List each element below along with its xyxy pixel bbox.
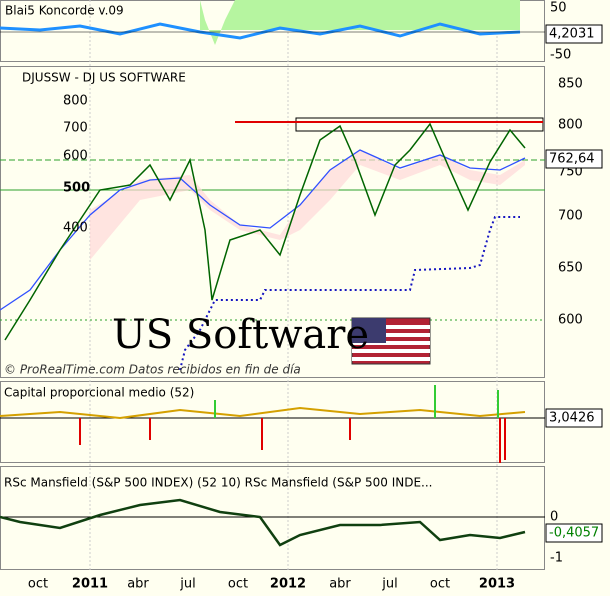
time-label: abr [127, 577, 149, 592]
watermark: US Software [112, 312, 369, 358]
axis-label: -50 [550, 48, 571, 63]
axis-label: 850 [558, 77, 583, 92]
inset-label: 600 [63, 149, 88, 164]
flag-stripes [352, 325, 430, 361]
time-grid [89, 0, 498, 570]
stop-line [179, 216, 520, 371]
last-value: 4,2031 [549, 27, 595, 42]
time-label: oct [228, 577, 248, 592]
capital-line [0, 406, 526, 420]
axis-label: 600 [558, 313, 583, 328]
time-label: 2011 [72, 577, 108, 592]
panel-frame [0, 381, 545, 463]
mansfield-line [0, 498, 526, 547]
last-value: -0,4057 [549, 526, 599, 541]
price-line [4, 122, 526, 341]
time-label: jul [179, 577, 195, 592]
time-label: abr [329, 577, 351, 592]
value-box [545, 408, 603, 428]
panel-title: Capital proporcional medio (52) [4, 386, 194, 400]
time-label: oct [28, 577, 48, 592]
value-box [545, 149, 603, 169]
value-box [545, 523, 603, 543]
axis-label: -1 [550, 551, 563, 566]
koncorde-line [0, 22, 521, 40]
cloud [90, 150, 525, 260]
axis-label: 0 [550, 510, 558, 525]
last-value: 3,0426 [549, 411, 595, 426]
panel-title: Blai5 Koncorde v.09 [5, 4, 124, 18]
last-value: 762,64 [549, 152, 595, 167]
inset-label: 800 [63, 94, 88, 109]
time-axis: oct 2011 abr jul oct 2012 abr jul oct 2013 [28, 577, 515, 592]
credit: © ProRealTime.com Datos recibidos en fin… [4, 363, 301, 377]
time-label: 2013 [479, 577, 515, 592]
panel-title: DJUSSW - DJ US SOFTWARE [22, 71, 186, 85]
axis-label: 650 [558, 261, 583, 276]
axis-label: 50 [550, 1, 567, 16]
time-label: 2012 [270, 577, 306, 592]
value-box [545, 24, 603, 44]
axis-label: 800 [558, 118, 583, 133]
resistance-box [295, 117, 544, 132]
inset-label: 700 [63, 121, 88, 136]
flag-canton [352, 318, 386, 343]
capital-bars [214, 385, 499, 418]
axis-label: 700 [558, 209, 583, 224]
panel-title: RSc Mansfield (S&P 500 INDEX) (52 10) RS… [4, 476, 433, 490]
koncorde-area [200, 0, 520, 45]
inset-label: 500 [63, 181, 90, 196]
time-label: oct [430, 577, 450, 592]
capital-bars [79, 418, 506, 463]
time-label: jul [381, 577, 397, 592]
inset-label: 400 [63, 221, 88, 236]
